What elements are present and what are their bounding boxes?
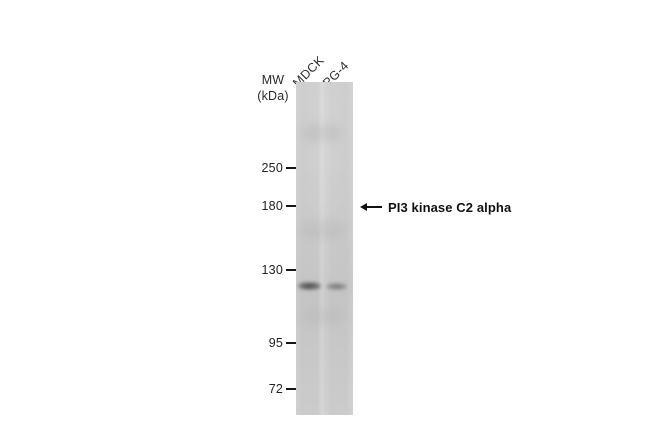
protein-band-mdck [298,282,321,290]
membrane-texture [296,82,353,415]
background-smear [300,220,346,240]
protein-band-pg4 [326,283,347,290]
mw-tick-icon [286,167,297,169]
mw-marker-250: 250 [243,160,297,176]
mw-marker-180: 180 [243,198,297,214]
mw-axis-title-line-2: (kDa) [257,89,289,103]
background-smear [301,308,345,324]
blot-membrane [296,82,353,415]
mw-marker-95: 95 [243,335,297,351]
mw-tick-icon [286,388,297,390]
mw-marker-180-label: 180 [261,199,283,213]
mw-axis-title: MW (kDa) [249,72,297,104]
target-annotation: PI3 kinase C2 alpha [360,198,511,216]
mw-marker-250-label: 250 [261,161,283,175]
mw-marker-95-label: 95 [268,336,283,350]
mw-marker-72-label: 72 [268,382,283,396]
mw-marker-130: 130 [243,262,297,278]
mw-marker-72: 72 [243,381,297,397]
arrow-head [360,202,367,211]
arrow-shaft [365,206,382,209]
mw-marker-130-label: 130 [261,263,283,277]
mw-tick-icon [286,342,297,344]
mw-marker-ladder: 250 180 130 95 72 [243,0,297,422]
background-smear [302,124,342,142]
membrane-vignette [296,82,353,415]
mw-tick-icon [286,269,297,271]
mw-tick-icon [286,205,297,207]
left-arrow-icon [360,202,382,212]
mw-axis-title-line-1: MW [261,73,285,87]
target-protein-label: PI3 kinase C2 alpha [388,199,512,215]
